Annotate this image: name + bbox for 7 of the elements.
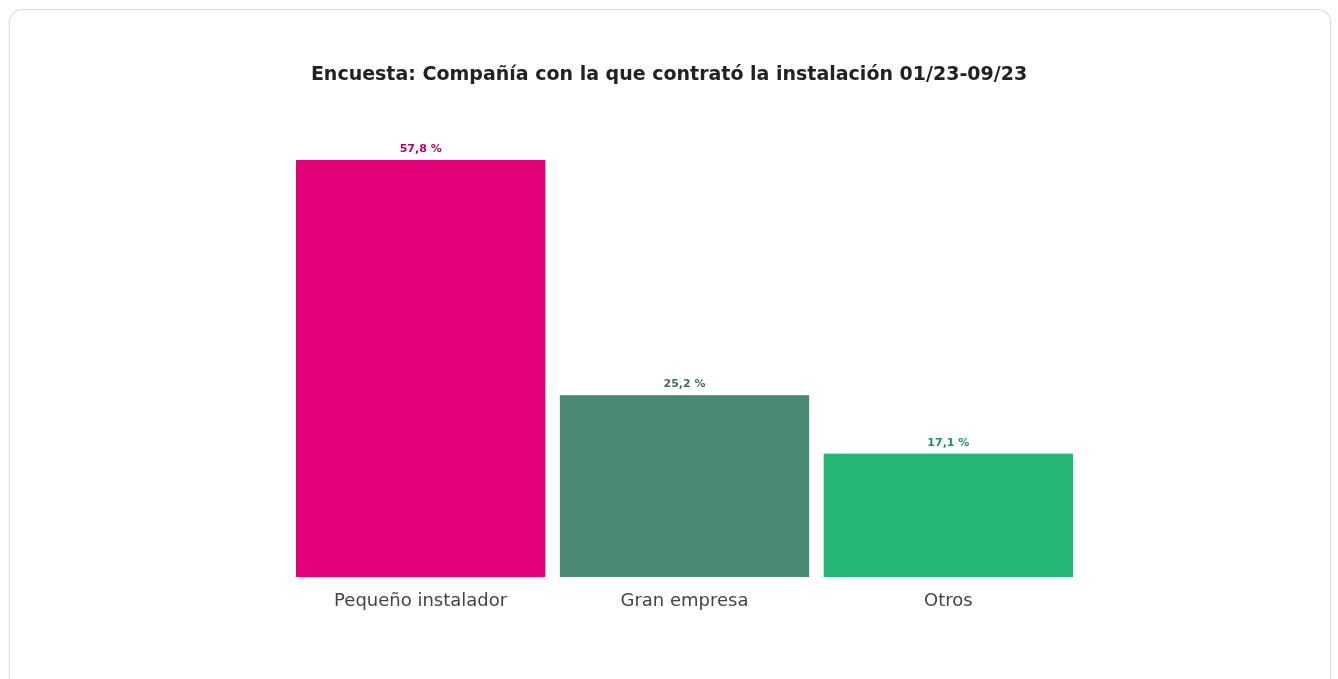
x-tick-label: Otros <box>924 589 973 610</box>
x-tick-label: Pequeño instalador <box>334 589 508 610</box>
data-label: 17,1 % <box>927 435 970 449</box>
chart-title: Encuesta: Compañía con la que contrató la instalación 01/23-09/23 <box>310 62 1028 84</box>
data-label: 25,2 % <box>663 377 706 391</box>
data-label: 57,8 % <box>399 142 442 155</box>
x-tick-label: Gran empresa <box>620 589 749 610</box>
